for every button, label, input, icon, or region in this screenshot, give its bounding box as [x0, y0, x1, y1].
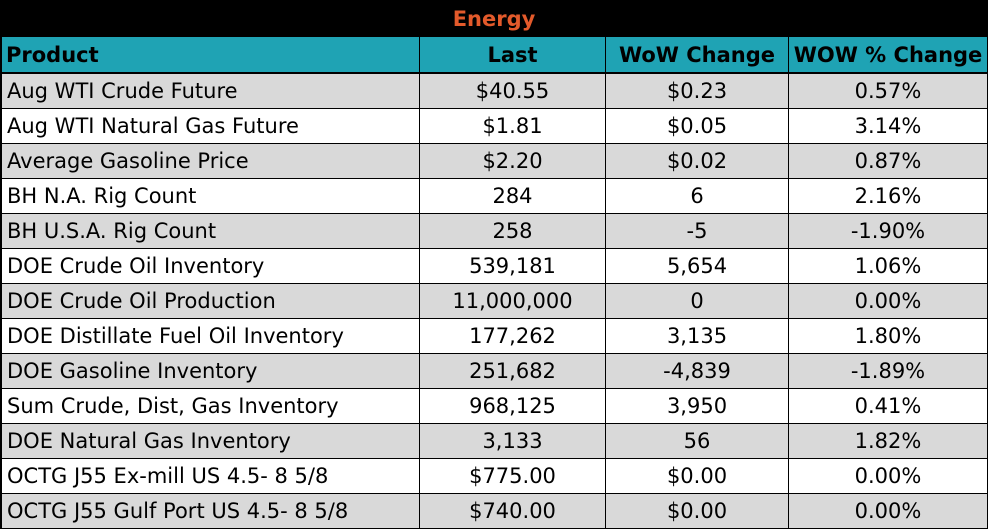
- header-product: Product: [1, 37, 420, 74]
- cell-wow-pct-change: 1.80%: [788, 318, 988, 354]
- cell-wow-change: -5: [605, 213, 789, 249]
- cell-wow-pct-change: -1.89%: [788, 353, 988, 389]
- cell-product: Aug WTI Natural Gas Future: [1, 108, 420, 144]
- cell-last: 968,125: [419, 388, 606, 424]
- cell-last: $40.55: [419, 73, 606, 109]
- cell-last: 258: [419, 213, 606, 249]
- cell-product: OCTG J55 Gulf Port US 4.5- 8 5/8: [1, 493, 420, 529]
- cell-wow-change: 3,950: [605, 388, 789, 424]
- cell-product: Aug WTI Crude Future: [1, 73, 420, 109]
- table-row: DOE Natural Gas Inventory 3,133 56 1.82%: [1, 423, 988, 459]
- cell-last: 539,181: [419, 248, 606, 284]
- energy-table: Product Last WoW Change WOW % Change Aug…: [1, 37, 988, 529]
- cell-wow-pct-change: 2.16%: [788, 178, 988, 214]
- cell-product: DOE Crude Oil Inventory: [1, 248, 420, 284]
- cell-wow-pct-change: 0.87%: [788, 143, 988, 179]
- table-row: DOE Distillate Fuel Oil Inventory 177,262…: [1, 318, 988, 354]
- cell-wow-change: 6: [605, 178, 789, 214]
- table-row: Aug WTI Natural Gas Future $1.81 $0.05 3.14…: [1, 108, 988, 144]
- cell-wow-pct-change: 0.41%: [788, 388, 988, 424]
- cell-wow-change: 0: [605, 283, 789, 319]
- cell-product: DOE Crude Oil Production: [1, 283, 420, 319]
- cell-wow-pct-change: 3.14%: [788, 108, 988, 144]
- table-row: BH U.S.A. Rig Count 258 -5 -1.90%: [1, 213, 988, 249]
- cell-wow-change: $0.00: [605, 458, 789, 494]
- cell-wow-change: $0.02: [605, 143, 789, 179]
- cell-product: OCTG J55 Ex-mill US 4.5- 8 5/8: [1, 458, 420, 494]
- cell-product: BH N.A. Rig Count: [1, 178, 420, 214]
- table-body: Aug WTI Crude Future $40.55 $0.23 0.57% Aug …: [1, 73, 988, 529]
- cell-last: $740.00: [419, 493, 606, 529]
- cell-product: Average Gasoline Price: [1, 143, 420, 179]
- cell-wow-pct-change: 0.00%: [788, 493, 988, 529]
- table-header: Product Last WoW Change WOW % Change: [1, 37, 988, 74]
- cell-product: BH U.S.A. Rig Count: [1, 213, 420, 249]
- table-title: Energy: [1, 1, 987, 37]
- table-row: DOE Crude Oil Production 11,000,000 0 0.00%: [1, 283, 988, 319]
- cell-last: $2.20: [419, 143, 606, 179]
- table-row: DOE Crude Oil Inventory 539,181 5,654 1.06%: [1, 248, 988, 284]
- cell-last: 3,133: [419, 423, 606, 459]
- cell-wow-pct-change: 0.00%: [788, 283, 988, 319]
- header-wow-pct-change: WOW % Change: [788, 37, 988, 74]
- table-row: DOE Gasoline Inventory 251,682 -4,839 -1.89…: [1, 353, 988, 389]
- cell-last: 284: [419, 178, 606, 214]
- header-last: Last: [419, 37, 606, 74]
- table-row: OCTG J55 Ex-mill US 4.5- 8 5/8 $775.00 $0.…: [1, 458, 988, 494]
- cell-last: 251,682: [419, 353, 606, 389]
- cell-wow-change: 5,654: [605, 248, 789, 284]
- cell-product: DOE Gasoline Inventory: [1, 353, 420, 389]
- cell-product: DOE Natural Gas Inventory: [1, 423, 420, 459]
- cell-wow-pct-change: 1.82%: [788, 423, 988, 459]
- table-row: Sum Crude, Dist, Gas Inventory 968,125 3,9…: [1, 388, 988, 424]
- cell-wow-change: 3,135: [605, 318, 789, 354]
- cell-wow-pct-change: 0.57%: [788, 73, 988, 109]
- cell-product: DOE Distillate Fuel Oil Inventory: [1, 318, 420, 354]
- cell-last: $1.81: [419, 108, 606, 144]
- table-row: BH N.A. Rig Count 284 6 2.16%: [1, 178, 988, 214]
- cell-wow-change: $0.00: [605, 493, 789, 529]
- header-wow-change: WoW Change: [605, 37, 789, 74]
- cell-wow-change: 56: [605, 423, 789, 459]
- cell-wow-change: -4,839: [605, 353, 789, 389]
- cell-product: Sum Crude, Dist, Gas Inventory: [1, 388, 420, 424]
- header-row: Product Last WoW Change WOW % Change: [1, 37, 988, 74]
- cell-wow-pct-change: 0.00%: [788, 458, 988, 494]
- cell-wow-pct-change: 1.06%: [788, 248, 988, 284]
- cell-wow-change: $0.23: [605, 73, 789, 109]
- cell-wow-pct-change: -1.90%: [788, 213, 988, 249]
- table-row: OCTG J55 Gulf Port US 4.5- 8 5/8 $740.00 $…: [1, 493, 988, 529]
- cell-wow-change: $0.05: [605, 108, 789, 144]
- cell-last: $775.00: [419, 458, 606, 494]
- table-row: Aug WTI Crude Future $40.55 $0.23 0.57%: [1, 73, 988, 109]
- cell-last: 177,262: [419, 318, 606, 354]
- table-row: Average Gasoline Price $2.20 $0.02 0.87%: [1, 143, 988, 179]
- cell-last: 11,000,000: [419, 283, 606, 319]
